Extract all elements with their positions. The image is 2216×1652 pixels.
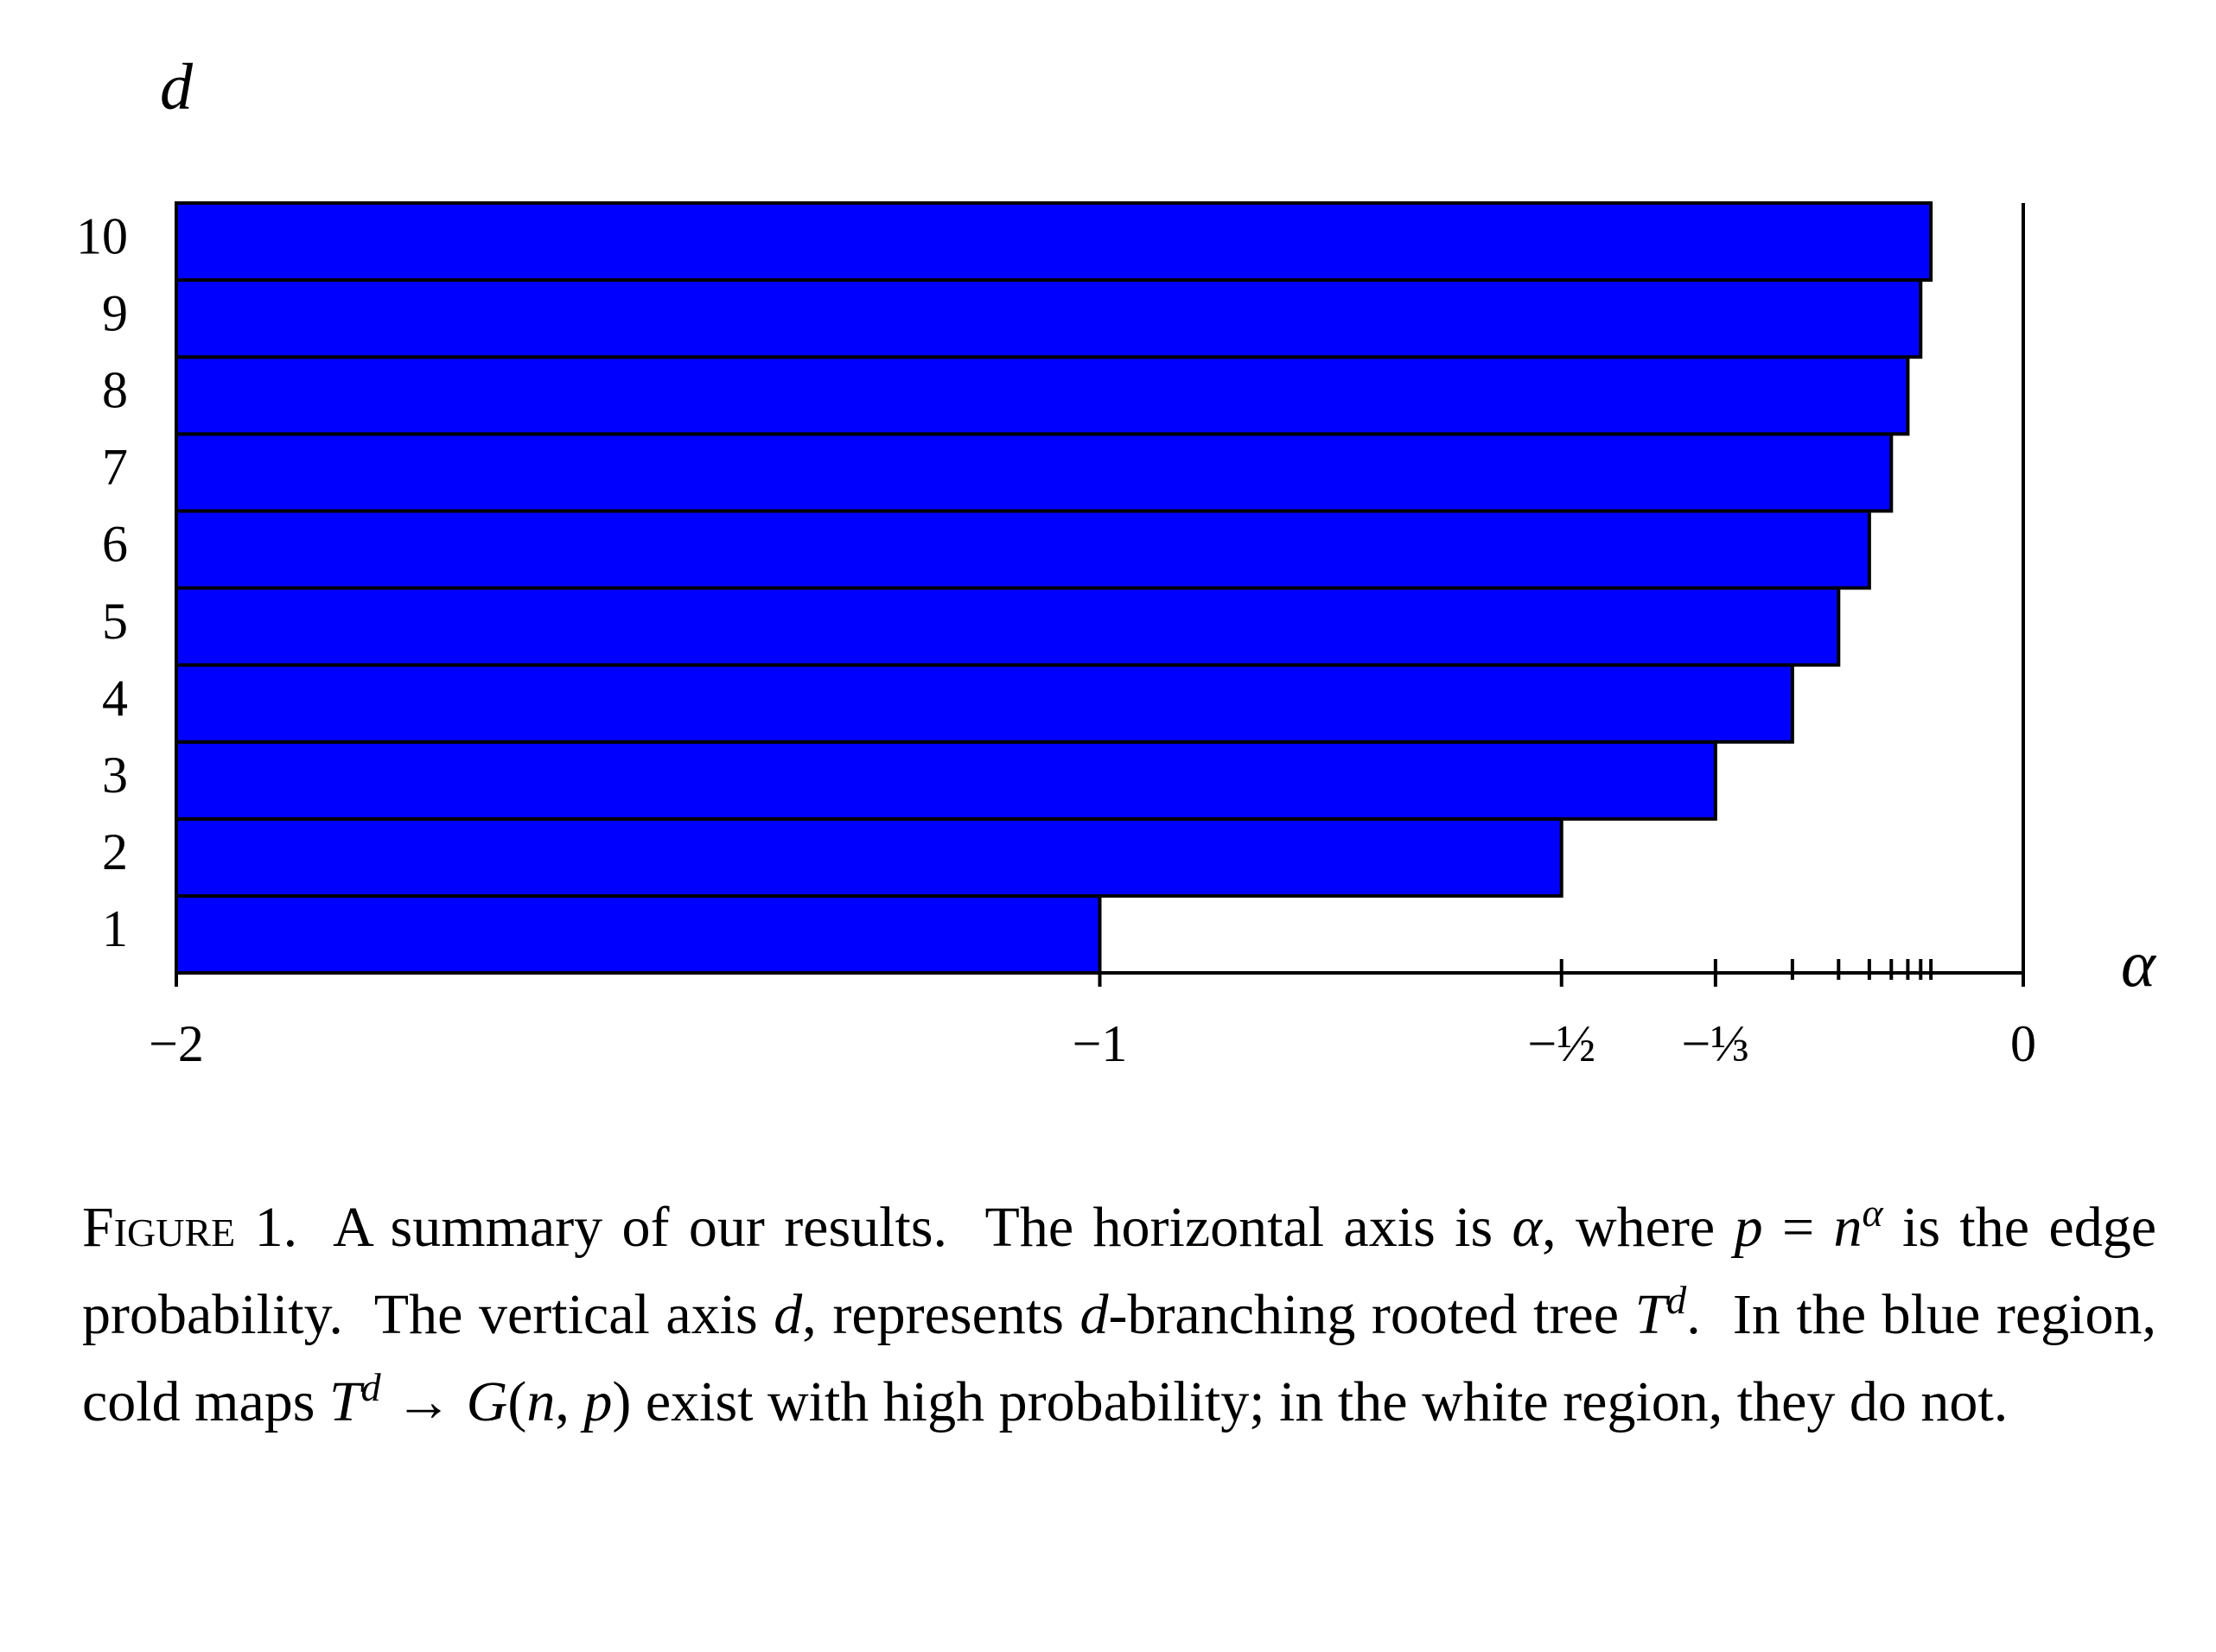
x-axis-label: α — [2121, 928, 2157, 1001]
bar — [175, 893, 1102, 975]
caption-text: is the edge probability. The vertical ax… — [82, 1196, 2171, 1346]
bar — [175, 586, 1841, 667]
chart: d α 1 2 3 4 5 6 7 8 9 10 −2 −1 −½ −⅓ 0 — [76, 50, 2157, 1072]
caption-text: p — [583, 1370, 613, 1433]
y-tick-label: 10 — [76, 207, 128, 264]
y-tick-label: 9 — [102, 284, 128, 341]
x-tick-label: −⅓ — [1681, 1015, 1749, 1072]
caption-text: d — [1079, 1283, 1109, 1346]
x-tick-label: −2 — [149, 1015, 204, 1072]
caption-text: p — [1734, 1196, 1763, 1259]
bar — [175, 816, 1563, 898]
bar — [175, 432, 1894, 513]
caption-text: d — [360, 1365, 381, 1409]
y-tick-label: 1 — [102, 900, 128, 957]
x-tick-label: 0 — [2010, 1015, 2036, 1072]
y-tick-label: 2 — [102, 823, 128, 880]
bar — [175, 663, 1794, 744]
y-tick-label: 7 — [102, 439, 128, 496]
y-axis-label: d — [160, 50, 194, 123]
bar — [175, 740, 1717, 821]
caption-text: d — [774, 1283, 803, 1346]
caption-text: d — [1666, 1278, 1687, 1322]
caption-text: , where — [1542, 1196, 1735, 1259]
y-tick-label: 3 — [102, 747, 128, 804]
caption-text: , — [555, 1370, 584, 1433]
x-tick-label: −½ — [1527, 1015, 1595, 1072]
y-tick-label: 5 — [102, 593, 128, 650]
caption-text: → — [380, 1370, 467, 1433]
caption-text: T — [328, 1370, 361, 1433]
figure-caption: Figure 1. A summary of our results. The … — [82, 1184, 2156, 1446]
caption-text: α — [1512, 1196, 1543, 1259]
caption-text: n — [526, 1370, 556, 1433]
caption-text: Figure 1. — [82, 1196, 298, 1259]
y-tick-label: 6 — [102, 516, 128, 573]
y-tick-label: 4 — [102, 670, 128, 727]
y-tick-label: 8 — [102, 362, 128, 419]
bar — [175, 509, 1871, 590]
caption-text: G — [466, 1370, 508, 1433]
bar — [175, 355, 1910, 436]
caption-text: A summary of our results. The horizontal… — [297, 1196, 1512, 1259]
caption-text: exist with high probability; in the whit… — [631, 1370, 2009, 1433]
caption-text: α — [1862, 1191, 1883, 1235]
caption-text: -branching rooted tree — [1108, 1283, 1635, 1346]
caption-text: . In the blue region, cold maps — [82, 1283, 2171, 1433]
caption-text: ( — [507, 1370, 527, 1433]
bar — [175, 278, 1923, 359]
caption-text: , represents — [802, 1283, 1080, 1346]
bar — [175, 201, 1933, 283]
caption-text: ) — [612, 1370, 632, 1433]
caption-text: = — [1762, 1196, 1834, 1259]
x-tick-label: −1 — [1073, 1015, 1128, 1072]
caption-text: n — [1833, 1196, 1863, 1259]
caption-text: T — [1634, 1283, 1667, 1346]
